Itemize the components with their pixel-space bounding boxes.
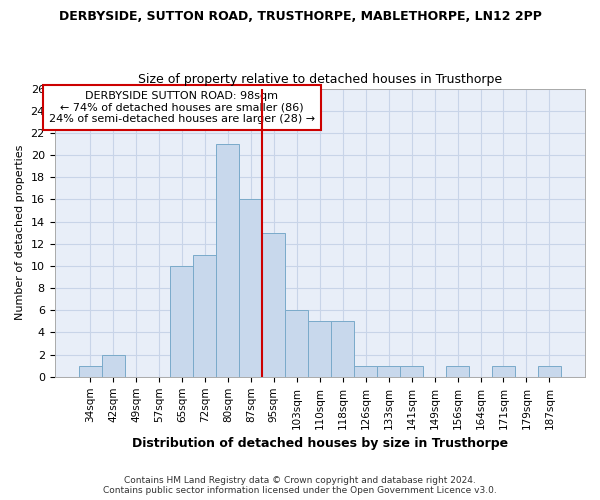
Bar bbox=[193, 255, 217, 377]
Bar bbox=[354, 366, 377, 377]
Bar bbox=[492, 366, 515, 377]
Bar bbox=[308, 322, 331, 377]
Bar bbox=[377, 366, 400, 377]
Bar bbox=[262, 232, 286, 377]
Bar bbox=[217, 144, 239, 377]
Bar bbox=[446, 366, 469, 377]
Title: Size of property relative to detached houses in Trusthorpe: Size of property relative to detached ho… bbox=[138, 73, 502, 86]
Text: DERBYSIDE, SUTTON ROAD, TRUSTHORPE, MABLETHORPE, LN12 2PP: DERBYSIDE, SUTTON ROAD, TRUSTHORPE, MABL… bbox=[59, 10, 541, 23]
Y-axis label: Number of detached properties: Number of detached properties bbox=[15, 145, 25, 320]
Bar bbox=[170, 266, 193, 377]
Bar bbox=[79, 366, 101, 377]
Bar bbox=[286, 310, 308, 377]
Bar bbox=[538, 366, 561, 377]
Bar bbox=[331, 322, 354, 377]
Bar bbox=[239, 200, 262, 377]
Text: Contains HM Land Registry data © Crown copyright and database right 2024.
Contai: Contains HM Land Registry data © Crown c… bbox=[103, 476, 497, 495]
Bar bbox=[400, 366, 423, 377]
Text: DERBYSIDE SUTTON ROAD: 98sqm
← 74% of detached houses are smaller (86)
24% of se: DERBYSIDE SUTTON ROAD: 98sqm ← 74% of de… bbox=[49, 91, 315, 124]
Bar bbox=[101, 354, 125, 377]
X-axis label: Distribution of detached houses by size in Trusthorpe: Distribution of detached houses by size … bbox=[132, 437, 508, 450]
